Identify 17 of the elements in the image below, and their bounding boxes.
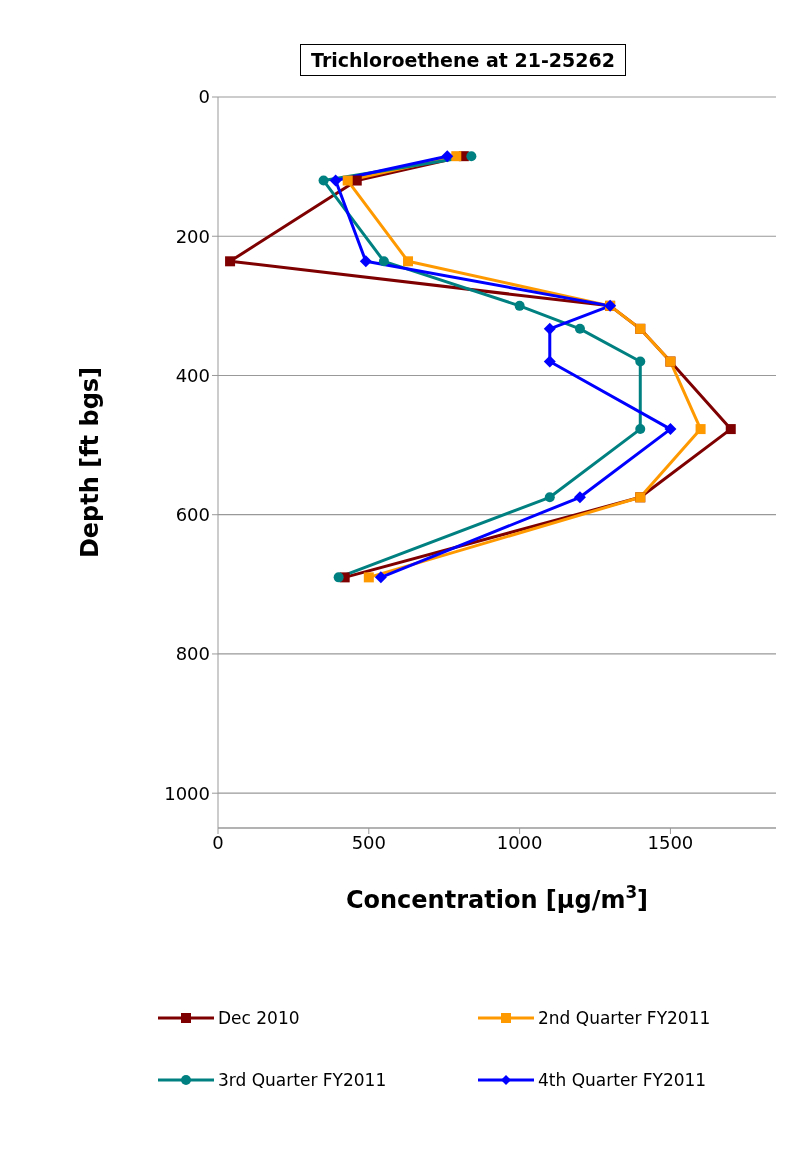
y-tick-label: 1000 xyxy=(164,782,210,804)
x-tick-label: 1000 xyxy=(496,831,543,853)
y-tick-label: 600 xyxy=(175,504,210,526)
x-tick-label: 0 xyxy=(212,831,224,853)
legend-label: 2nd Quarter FY2011 xyxy=(538,1008,711,1028)
legend-label: 3rd Quarter FY2011 xyxy=(218,1070,387,1090)
legend-label: Dec 2010 xyxy=(218,1008,300,1028)
x-axis-title: Concentration [µg/m$^{3}$] xyxy=(345,882,649,914)
x-tick-label: 1500 xyxy=(647,831,694,853)
x-tick-label: 500 xyxy=(351,831,386,853)
chart-title: Trichloroethene at 21-25262 xyxy=(300,44,626,76)
y-tick-label: 800 xyxy=(175,643,210,665)
y-tick-label: 0 xyxy=(198,86,210,108)
legend-label: 4th Quarter FY2011 xyxy=(538,1070,707,1090)
y-tick-label: 400 xyxy=(175,364,210,386)
y-tick-label: 200 xyxy=(175,225,210,247)
y-axis-title: Depth [ft bgs] xyxy=(76,366,104,559)
